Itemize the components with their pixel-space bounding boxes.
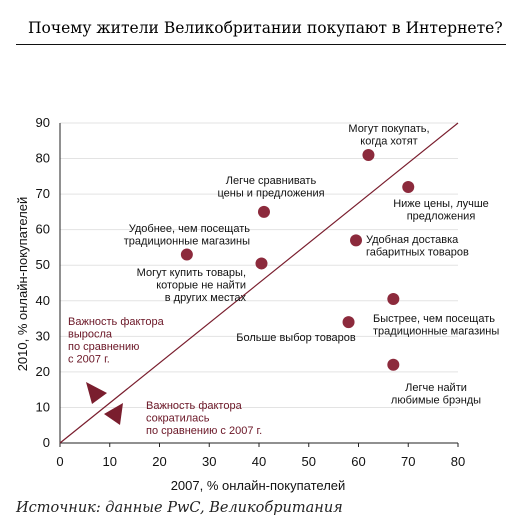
y-tick-label-50: 50 [36,257,50,272]
y-tick-label-40: 40 [36,293,50,308]
data-label-7-line-1: Быстрее, чем посещать [373,313,495,325]
annotation-1-line-2: выросла [68,329,113,341]
x-tick-label-40: 40 [252,454,266,469]
data-label-3-line-1: Легче сравнивать [226,175,317,187]
y-axis-label: 2010, % онлайн-покупателей [15,197,30,372]
y-tick-label-80: 80 [36,151,50,166]
data-point-5 [180,248,193,261]
grid-lines [60,122,458,408]
chart-title: Почему жители Великобритании покупают в … [28,19,503,37]
x-tick-label-50: 50 [302,454,316,469]
data-point-6 [255,257,268,270]
data-point-9 [387,358,400,371]
y-tick-label-30: 30 [36,328,50,343]
x-tick-label-20: 20 [152,454,166,469]
data-points [180,149,415,371]
x-tick-label-60: 60 [351,454,365,469]
data-point-8 [342,316,355,329]
y-tick-label-60: 60 [36,222,50,237]
annotation-1-line-4: с 2007 г. [68,354,110,366]
data-label-9-line-1: Легче найти [405,382,467,394]
data-labels: Могут покупать,когда хотят Ниже цены, луч… [124,123,500,407]
data-label-6-line-3: в других местах [165,292,247,304]
source-note: Источник: данные PwC, Великобритания [16,500,343,516]
data-label-2-line-2: предложения [407,211,476,223]
reference-line-group [59,122,459,444]
data-point-7 [387,293,400,305]
data-label-6-line-1: Могут купить товары, [137,267,246,279]
x-tick-label-70: 70 [401,454,415,469]
y-tick-label-10: 10 [36,399,50,414]
data-point-2 [402,181,415,193]
tick-labels: 0 10 20 30 40 50 60 70 80 0 10 20 30 40 50 60 70 80 90 [36,115,466,469]
data-label-4-line-1: Удобная доставка [366,234,459,246]
data-label-7-line-2: традиционные магазины [373,326,499,338]
data-label-2-line-1: Ниже цены, лучше [393,198,489,210]
data-label-3-line-2: цены и предложения [217,188,324,200]
data-point-4 [350,234,363,247]
x-tick-label-0: 0 [56,454,63,469]
x-tick-label-10: 10 [103,454,117,469]
data-label-1-line-1: Могут покупать, [348,123,429,135]
data-label-4-line-2: габаритных товаров [366,247,469,259]
annotation-1-line-1: Важность фактора [68,316,165,328]
reference-line [59,122,459,444]
data-point-1 [362,149,375,161]
data-label-6-line-2: которые не найти [156,280,246,292]
data-label-5-line-1: Удобнее, чем посещать [129,223,251,235]
x-tick-label-30: 30 [202,454,216,469]
data-label-1-line-2: когда хотят [360,136,417,148]
data-label-9-line-2: любимые брэнды [391,395,481,407]
title-underline [16,44,506,45]
data-label-5-line-2: традиционные магазины [124,236,250,248]
x-axis-label: 2007, % онлайн-покупателей [171,478,346,493]
y-tick-label-20: 20 [36,364,50,379]
annotation-2-line-3: по сравнению с 2007 г. [146,425,262,437]
arrow-up-indicator [86,382,107,404]
data-label-8-line-1: Больше выбор товаров [236,332,356,344]
x-tick-label-80: 80 [451,454,465,469]
annotation-1-line-3: по сравнению [68,341,139,353]
arrow-down-indicator [104,403,123,425]
annotation-2-line-2: сократилась [146,413,210,425]
data-point-3 [257,205,270,218]
y-tick-label-0: 0 [43,435,50,450]
annotation-2-line-1: Важность фактора [146,400,243,412]
y-tick-label-70: 70 [36,186,50,201]
y-tick-label-90: 90 [36,115,50,130]
